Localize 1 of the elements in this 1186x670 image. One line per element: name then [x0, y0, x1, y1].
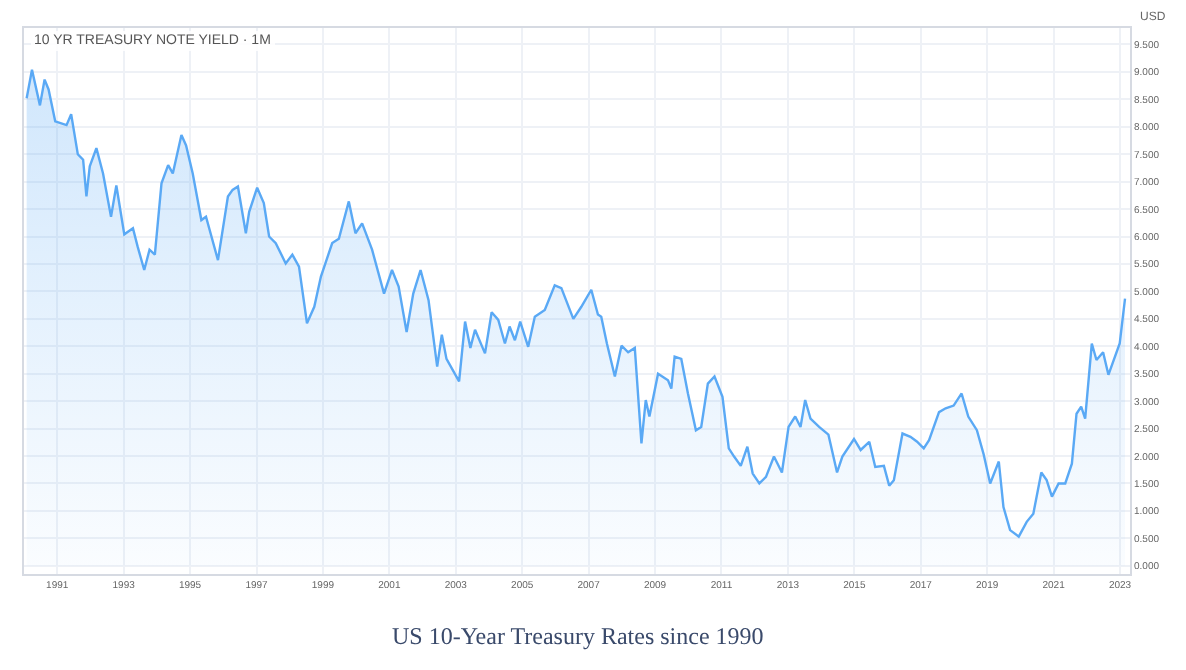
text: US 10-Year Treasury Rates since 1990 [392, 622, 764, 650]
